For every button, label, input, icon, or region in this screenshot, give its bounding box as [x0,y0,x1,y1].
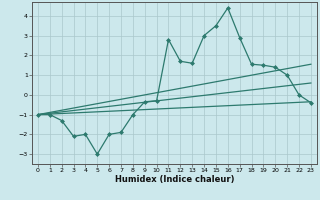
X-axis label: Humidex (Indice chaleur): Humidex (Indice chaleur) [115,175,234,184]
